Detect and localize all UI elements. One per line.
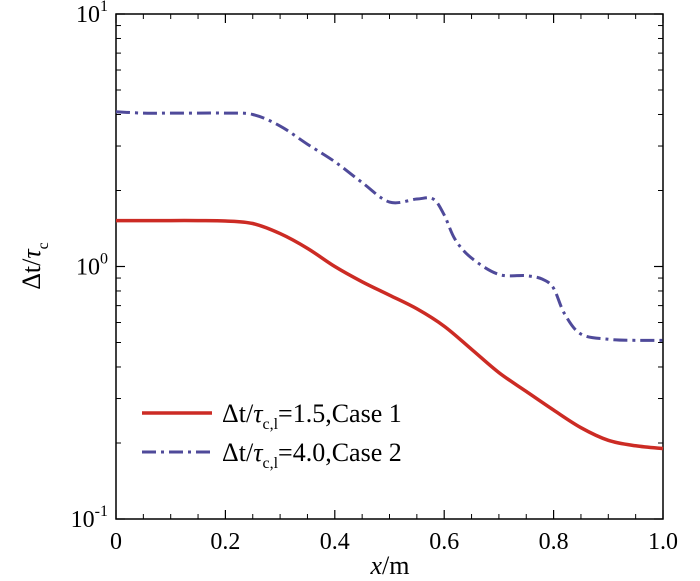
axis-ticks: 0 0.2 0.4 0.6 0.8 1.0 10-1 100 101: [71, 0, 678, 555]
series-line-case-1: [115, 218, 664, 451]
y-axis-label: Δt/τc: [17, 242, 52, 290]
series-line-case-2: [115, 110, 664, 342]
legend-label-case-1: Δt/τc,l=1.5,Case 1: [222, 399, 402, 433]
legend-label-case-2: Δt/τc,l=4.0,Case 2: [222, 438, 402, 472]
y-tick-label: 10-1: [71, 503, 108, 533]
x-tick-label: 1.0: [648, 529, 678, 555]
y-tick-label: 100: [76, 251, 108, 281]
legend: Δt/τc,l=1.5,Case 1 Δt/τc,l=4.0,Case 2: [142, 399, 402, 472]
x-tick-label: 0: [110, 529, 122, 555]
x-tick-label: 0.8: [539, 529, 569, 555]
x-axis-label: x/m: [370, 551, 410, 580]
y-tick-label: 101: [76, 0, 108, 28]
x-tick-label: 0.2: [210, 529, 240, 555]
data-series: [115, 110, 664, 451]
x-tick-label: 0.4: [320, 529, 350, 555]
x-tick-label: 0.6: [429, 529, 459, 555]
